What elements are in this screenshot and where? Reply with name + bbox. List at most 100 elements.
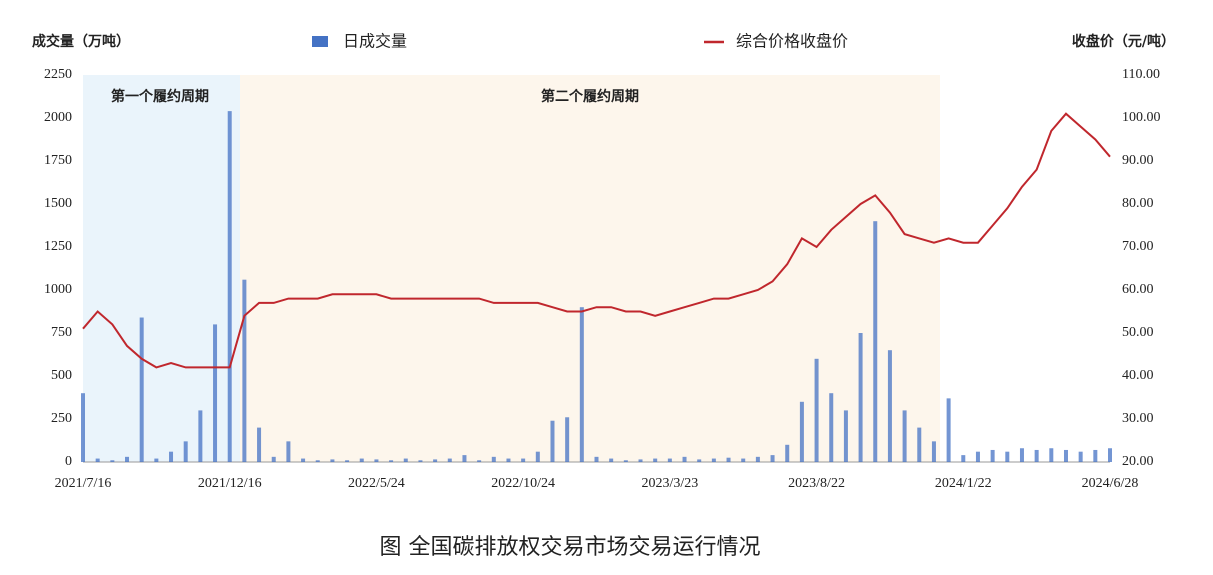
bar: [667, 458, 672, 462]
bar: [315, 460, 320, 462]
bar: [301, 458, 306, 462]
bar: [506, 458, 511, 462]
bar: [638, 459, 643, 462]
bar: [433, 459, 438, 462]
chart-title: 图 全国碳排放权交易市场交易运行情况: [380, 535, 761, 560]
bar: [154, 458, 159, 462]
y-tick-label: 750: [51, 325, 72, 340]
bar: [535, 451, 540, 462]
bar: [1034, 449, 1039, 462]
bar: [521, 458, 526, 462]
bar: [447, 458, 452, 462]
legend-label: 综合价格收盘价: [736, 32, 848, 51]
y-tick-label: 1000: [44, 282, 72, 297]
bar: [125, 456, 130, 462]
period-2-shade: [240, 75, 940, 462]
legend-swatch: [312, 36, 328, 47]
y2-tick-label: 20.00: [1122, 454, 1154, 469]
bar: [403, 458, 408, 462]
bar: [961, 455, 966, 462]
bar: [1108, 448, 1112, 462]
bar: [653, 458, 658, 462]
y-axis-title: 成交量（万吨）: [32, 33, 130, 50]
y-tick-label: 1250: [44, 239, 72, 254]
bar: [902, 410, 907, 462]
x-tick-label: 2022/5/24: [348, 476, 405, 491]
bar: [785, 444, 790, 462]
bar: [242, 279, 247, 462]
x-tick-label: 2021/7/16: [55, 476, 112, 491]
y2-tick-label: 30.00: [1122, 411, 1154, 426]
x-tick-label: 2024/6/28: [1082, 476, 1139, 491]
bar: [814, 358, 819, 462]
bar: [169, 451, 174, 462]
bar: [1078, 451, 1083, 462]
bar: [829, 393, 834, 462]
bar: [257, 427, 262, 462]
bar: [271, 456, 276, 462]
bar: [858, 333, 863, 462]
bar: [887, 350, 892, 462]
y2-tick-label: 110.00: [1122, 67, 1160, 82]
bar: [579, 307, 584, 462]
x-tick-label: 2023/3/23: [641, 476, 698, 491]
bar: [609, 458, 614, 462]
y-tick-label: 500: [51, 368, 72, 383]
y2-tick-label: 100.00: [1122, 110, 1161, 125]
bar: [917, 427, 922, 462]
y-tick-label: 2250: [44, 67, 72, 82]
bar: [697, 459, 702, 462]
bar: [330, 459, 335, 462]
price-line: [82, 112, 1111, 369]
y-tick-label: 1500: [44, 196, 72, 211]
bar: [213, 324, 218, 462]
bar: [623, 460, 628, 462]
bar: [227, 111, 232, 463]
y2-tick-label: 70.00: [1122, 239, 1154, 254]
bar: [550, 420, 555, 462]
bar: [139, 317, 144, 462]
y2-tick-label: 40.00: [1122, 368, 1154, 383]
bar: [741, 458, 746, 462]
bar: [1063, 449, 1068, 462]
bar: [975, 451, 980, 462]
bar: [110, 460, 115, 462]
bar: [198, 410, 203, 462]
y-tick-label: 250: [51, 411, 72, 426]
bar: [565, 417, 570, 462]
y2-tick-label: 60.00: [1122, 282, 1154, 297]
bar: [345, 460, 350, 462]
bar: [286, 441, 291, 462]
x-tick-label: 2023/8/22: [788, 476, 845, 491]
bar: [462, 455, 467, 462]
bar: [873, 221, 878, 462]
bar: [359, 458, 364, 462]
bar: [389, 460, 394, 462]
bar: [1019, 448, 1024, 462]
bar: [1093, 449, 1098, 462]
annotation: 第一个履约周期: [111, 88, 209, 105]
bar: [1049, 448, 1054, 462]
bar: [418, 460, 423, 462]
bar: [183, 441, 188, 462]
y-tick-label: 2000: [44, 110, 72, 125]
bar: [990, 449, 995, 462]
legend-label: 日成交量: [343, 32, 407, 51]
annotation: 第二个履约周期: [541, 88, 639, 105]
bar: [491, 456, 496, 462]
y2-tick-label: 50.00: [1122, 325, 1154, 340]
bar: [1005, 451, 1010, 462]
x-tick-label: 2024/1/22: [935, 476, 992, 491]
bar: [755, 456, 760, 462]
bar: [594, 456, 599, 462]
bar: [682, 456, 687, 462]
bar: [843, 410, 848, 462]
bar: [770, 455, 775, 462]
bar: [374, 459, 379, 462]
y2-axis-title: 收盘价（元/吨）: [1072, 33, 1175, 50]
bar: [931, 441, 936, 462]
y2-tick-label: 80.00: [1122, 196, 1154, 211]
y2-tick-label: 90.00: [1122, 153, 1154, 168]
